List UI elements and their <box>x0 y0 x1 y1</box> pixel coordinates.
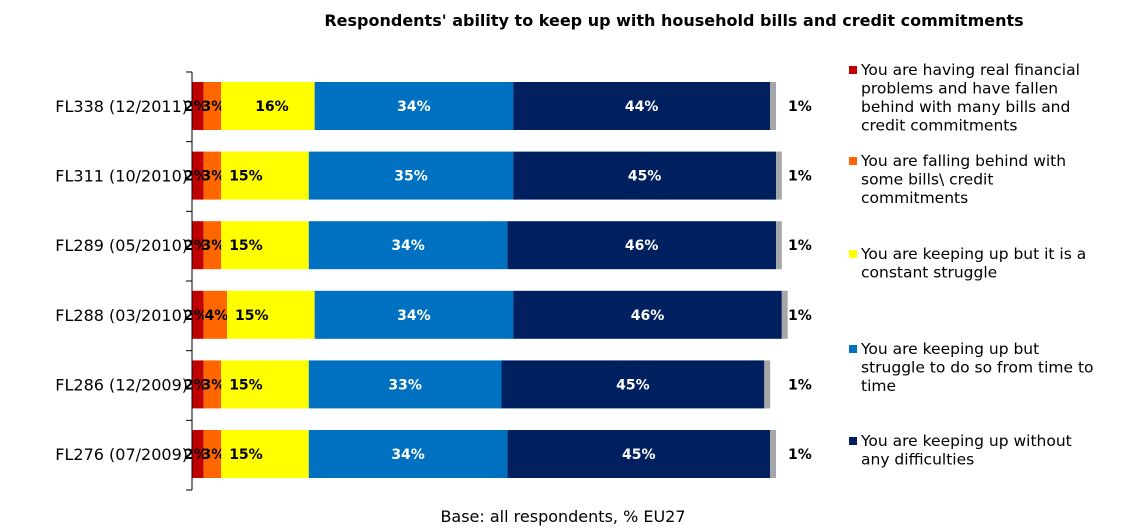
bar-segment <box>203 430 222 478</box>
bar-segment <box>203 82 222 130</box>
data-label: 2% <box>184 238 208 254</box>
legend-swatch <box>849 157 857 165</box>
bar-segment <box>513 290 782 339</box>
data-label: 3% <box>202 238 226 254</box>
data-label: 34% <box>397 99 431 115</box>
bar-segment <box>776 221 782 270</box>
legend-entry: You are falling behind with some bills\ c… <box>860 152 1066 207</box>
legend: You are having real financial problems an… <box>849 61 1094 469</box>
data-label: 33% <box>388 377 422 393</box>
data-label: 1% <box>788 99 812 115</box>
data-label: 15% <box>229 377 263 393</box>
legend-swatch <box>849 250 857 258</box>
legend-swatch <box>849 66 857 74</box>
data-label: 1% <box>788 308 812 324</box>
data-label: 1% <box>788 377 812 393</box>
data-label: 1% <box>788 238 812 254</box>
category-axis: FL338 (12/2011) FL311 (10/2010) FL289 (05/… <box>55 71 193 491</box>
category-label: FL276 (07/2009) <box>55 445 188 464</box>
data-label: 45% <box>616 377 650 393</box>
data-label: 45% <box>628 169 662 185</box>
data-label: 46% <box>631 308 665 324</box>
data-label: 2% <box>184 99 208 115</box>
category-label: FL311 (10/2010) <box>55 167 188 186</box>
data-label: 35% <box>394 169 428 185</box>
data-label: 4% <box>204 308 228 324</box>
data-label: 16% <box>255 99 289 115</box>
data-label: 2% <box>184 447 208 463</box>
bar-segment <box>192 82 204 130</box>
legend-entry: You are keeping up without any difficulti… <box>860 432 1072 469</box>
legend-swatch <box>849 345 857 353</box>
bar-segment <box>308 360 502 409</box>
data-label: 2% <box>184 377 208 393</box>
category-label: FL288 (03/2010) <box>55 306 188 325</box>
bar-segment <box>227 290 315 339</box>
bar-segment <box>221 151 309 200</box>
bar-segment <box>221 82 315 130</box>
legend-entry: You are having real financial problems an… <box>860 61 1080 135</box>
bar-segment <box>781 290 788 339</box>
data-label: 45% <box>622 447 656 463</box>
bar-segment <box>221 430 309 478</box>
category-label: FL286 (12/2009) <box>55 375 188 394</box>
data-label: 1% <box>788 447 812 463</box>
bar-segment <box>221 360 309 409</box>
data-label: 34% <box>397 308 431 324</box>
bar-segment <box>308 221 508 270</box>
bar-segment <box>308 430 508 478</box>
bar-segment <box>507 430 771 478</box>
legend-entry: You are keeping up but it is a constant s… <box>860 245 1086 282</box>
bar-segment <box>203 151 222 200</box>
data-label: 15% <box>235 308 269 324</box>
bar-segment <box>203 360 222 409</box>
legend-entry: You are keeping up but struggle to do so … <box>860 340 1094 395</box>
data-label: 34% <box>391 447 425 463</box>
data-label: 15% <box>229 447 263 463</box>
bar-segment <box>308 151 514 200</box>
bar-segment <box>221 221 309 270</box>
data-label: 46% <box>625 238 659 254</box>
bar-segment <box>314 290 514 339</box>
bar-segment <box>192 221 204 270</box>
data-label: 3% <box>202 377 226 393</box>
category-label: FL289 (05/2010) <box>55 236 188 255</box>
legend-swatch <box>849 437 857 445</box>
data-label: 34% <box>391 238 425 254</box>
bar-segment <box>776 151 782 200</box>
data-label: 15% <box>229 169 263 185</box>
bar-segment <box>513 82 771 130</box>
bar-segment <box>501 360 765 409</box>
bar-segment <box>203 221 222 270</box>
bar-segment <box>770 82 776 130</box>
bars-layer: 2%3% 16% 34% 44% 1%2%3% 15% 35% 45% 1%2%3% 15% 34%… <box>184 82 812 478</box>
data-label: 3% <box>202 99 226 115</box>
bar-segment <box>507 221 776 270</box>
data-label: 1% <box>788 169 812 185</box>
footnote: Base: all respondents, % EU27 <box>440 507 685 526</box>
data-label: 2% <box>184 308 208 324</box>
data-label: 3% <box>202 169 226 185</box>
data-label: 2% <box>184 169 208 185</box>
bar-segment <box>192 430 204 478</box>
bar-segment <box>770 430 776 478</box>
bar-segment <box>192 360 204 409</box>
bar-segment <box>192 290 204 339</box>
data-label: 44% <box>625 99 659 115</box>
data-label: 15% <box>229 238 263 254</box>
chart-title: Respondents' ability to keep up with hou… <box>324 11 1023 30</box>
bar-segment <box>764 360 771 409</box>
category-label: FL338 (12/2011) <box>55 97 188 116</box>
bar-segment <box>513 151 776 200</box>
bar-segment <box>192 151 204 200</box>
bar-segment <box>203 290 228 339</box>
bar-segment <box>314 82 514 130</box>
data-label: 3% <box>202 447 226 463</box>
